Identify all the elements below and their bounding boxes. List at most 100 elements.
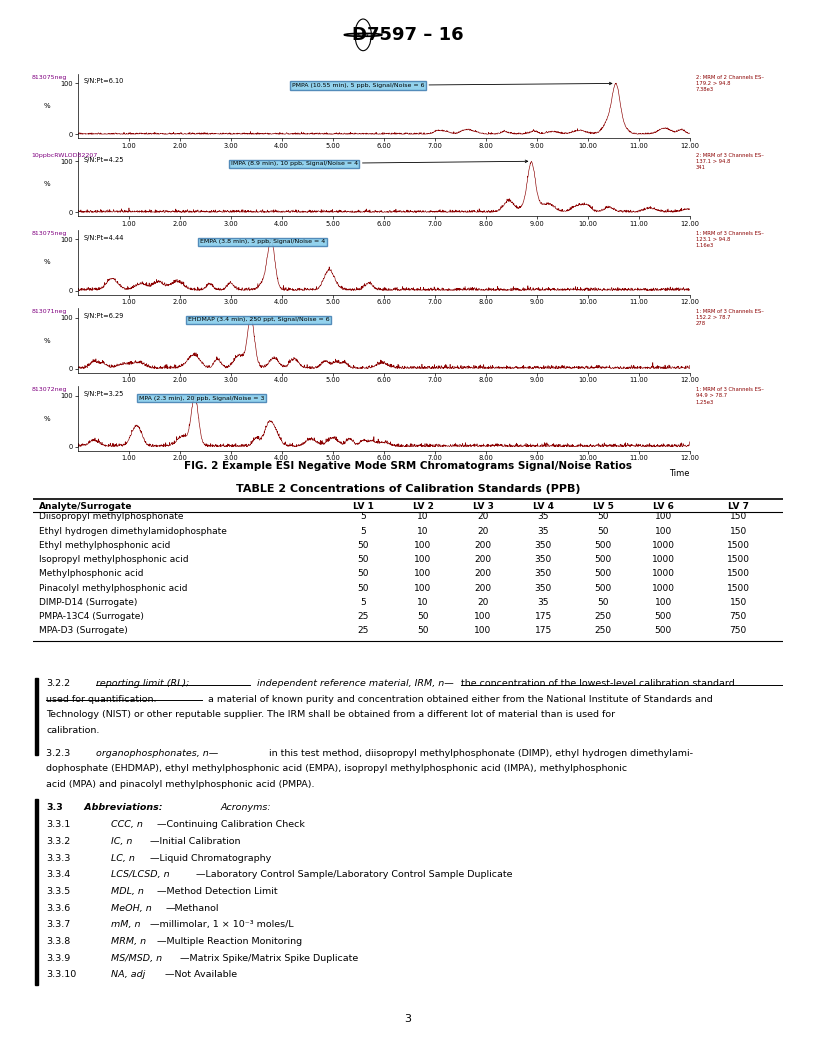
Text: Abbreviations:: Abbreviations: — [82, 803, 163, 812]
Text: 50: 50 — [357, 569, 369, 579]
Text: 25: 25 — [357, 612, 369, 621]
Text: 3.3.5: 3.3.5 — [47, 887, 70, 897]
Text: 3.3.7: 3.3.7 — [47, 921, 70, 929]
Text: LV 1: LV 1 — [353, 502, 374, 511]
Text: 500: 500 — [595, 541, 612, 550]
Text: EMPA (3.8 min), 5 ppb, Signal/Noise = 4: EMPA (3.8 min), 5 ppb, Signal/Noise = 4 — [200, 240, 325, 244]
Text: 1000: 1000 — [652, 569, 675, 579]
Text: PMPA-13C4 (Surrogate): PMPA-13C4 (Surrogate) — [38, 612, 144, 621]
Text: 50: 50 — [597, 512, 609, 522]
Text: organophosphonates, n—: organophosphonates, n— — [96, 749, 219, 758]
Text: Acronyms:: Acronyms: — [220, 803, 271, 812]
Text: 50: 50 — [357, 555, 369, 564]
Text: LV 3: LV 3 — [472, 502, 494, 511]
Text: %: % — [43, 260, 51, 265]
Text: 1000: 1000 — [652, 541, 675, 550]
Text: calibration.: calibration. — [47, 725, 100, 735]
Text: EHDMAP (3.4 min), 250 ppt, Signal/Noise = 6: EHDMAP (3.4 min), 250 ppt, Signal/Noise … — [188, 318, 330, 322]
Text: 1500: 1500 — [727, 541, 750, 550]
Text: 3.3.1: 3.3.1 — [47, 821, 70, 830]
Text: 175: 175 — [534, 626, 552, 636]
Text: 20: 20 — [477, 598, 489, 607]
Text: 50: 50 — [417, 626, 428, 636]
Text: 20: 20 — [477, 527, 489, 535]
Text: in this test method, diisopropyl methylphosphonate (DIMP), ethyl hydrogen dimeth: in this test method, diisopropyl methylp… — [269, 749, 693, 758]
Text: mM, n: mM, n — [112, 921, 141, 929]
Text: FIG. 2 Example ESI Negative Mode SRM Chromatograms Signal/Noise Ratios: FIG. 2 Example ESI Negative Mode SRM Chr… — [184, 460, 632, 471]
Text: 3: 3 — [405, 1014, 411, 1023]
Text: 100: 100 — [474, 626, 492, 636]
Text: 100: 100 — [654, 527, 672, 535]
Text: Diisopropyl methylphosphonate: Diisopropyl methylphosphonate — [38, 512, 183, 522]
Text: S/N:Pt=6.10: S/N:Pt=6.10 — [83, 78, 124, 84]
Text: 813075neg: 813075neg — [32, 231, 67, 235]
Text: 35: 35 — [538, 527, 549, 535]
Text: NA, adj: NA, adj — [112, 970, 146, 979]
Text: 50: 50 — [597, 527, 609, 535]
Text: MDL, n: MDL, n — [112, 887, 144, 897]
Text: independent reference material, IRM, n—: independent reference material, IRM, n— — [254, 679, 454, 689]
Text: 350: 350 — [534, 569, 552, 579]
Text: 3.3.10: 3.3.10 — [47, 970, 77, 979]
Text: acid (MPA) and pinacolyl methylphosphonic acid (PMPA).: acid (MPA) and pinacolyl methylphosphoni… — [47, 779, 315, 789]
Text: 5: 5 — [360, 527, 366, 535]
Text: 10: 10 — [417, 512, 428, 522]
Text: 3.3.8: 3.3.8 — [47, 937, 70, 946]
Text: 500: 500 — [654, 626, 672, 636]
Bar — [35, 799, 38, 985]
Text: 200: 200 — [475, 555, 491, 564]
Text: 500: 500 — [654, 612, 672, 621]
Text: 350: 350 — [534, 555, 552, 564]
Text: 100: 100 — [415, 541, 432, 550]
Text: 5: 5 — [360, 512, 366, 522]
Text: 350: 350 — [534, 541, 552, 550]
Text: 50: 50 — [597, 598, 609, 607]
Text: 20: 20 — [477, 512, 489, 522]
Text: 750: 750 — [730, 612, 747, 621]
Text: LV 6: LV 6 — [653, 502, 674, 511]
Text: %: % — [43, 182, 51, 187]
Text: 35: 35 — [538, 512, 549, 522]
Text: 1: MRM of 3 Channels ES–
152.2 > 78.7
278: 1: MRM of 3 Channels ES– 152.2 > 78.7 27… — [695, 309, 764, 326]
Text: Ethyl methylphosphonic acid: Ethyl methylphosphonic acid — [38, 541, 170, 550]
Text: —Multiple Reaction Monitoring: —Multiple Reaction Monitoring — [157, 937, 303, 946]
Text: 1: MRM of 3 Channels ES–
94.9 > 78.7
1.25e3: 1: MRM of 3 Channels ES– 94.9 > 78.7 1.2… — [695, 388, 764, 404]
Text: —millimolar, 1 × 10⁻³ moles/L: —millimolar, 1 × 10⁻³ moles/L — [150, 921, 294, 929]
Text: —Continuing Calibration Check: —Continuing Calibration Check — [157, 821, 305, 830]
Text: CCC, n: CCC, n — [112, 821, 144, 830]
Text: —Methanol: —Methanol — [165, 904, 219, 912]
Text: 250: 250 — [595, 626, 612, 636]
Text: —Initial Calibration: —Initial Calibration — [150, 837, 240, 846]
Text: 3.2.3: 3.2.3 — [47, 749, 77, 758]
Text: 175: 175 — [534, 612, 552, 621]
Text: DIMP-D14 (Surrogate): DIMP-D14 (Surrogate) — [38, 598, 137, 607]
Text: 100: 100 — [415, 569, 432, 579]
Text: 3.3.6: 3.3.6 — [47, 904, 70, 912]
Text: —Liquid Chromatography: —Liquid Chromatography — [150, 854, 271, 863]
Text: 10ppbcRWLOD82207: 10ppbcRWLOD82207 — [32, 153, 98, 157]
Text: S/N:Pt=4.44: S/N:Pt=4.44 — [83, 234, 124, 241]
Text: —Matrix Spike/Matrix Spike Duplicate: —Matrix Spike/Matrix Spike Duplicate — [180, 954, 358, 963]
Text: 3.3: 3.3 — [47, 803, 63, 812]
Text: Methylphosphonic acid: Methylphosphonic acid — [38, 569, 143, 579]
Text: S/N:Pt=6.29: S/N:Pt=6.29 — [83, 313, 124, 319]
Text: 150: 150 — [730, 527, 747, 535]
Text: MPA-D3 (Surrogate): MPA-D3 (Surrogate) — [38, 626, 127, 636]
Text: 100: 100 — [654, 512, 672, 522]
Text: %: % — [43, 103, 51, 109]
Text: D7597 – 16: D7597 – 16 — [353, 25, 463, 44]
Text: 500: 500 — [595, 569, 612, 579]
Text: 813072neg: 813072neg — [32, 388, 67, 392]
Text: LV 5: LV 5 — [592, 502, 614, 511]
Text: 200: 200 — [475, 541, 491, 550]
Text: 50: 50 — [417, 612, 428, 621]
Text: 3.2.2: 3.2.2 — [47, 679, 70, 689]
Text: the concentration of the lowest-level calibration standard: the concentration of the lowest-level ca… — [460, 679, 734, 689]
Text: 1500: 1500 — [727, 569, 750, 579]
Text: reporting limit (RL);: reporting limit (RL); — [96, 679, 190, 689]
Text: LV 4: LV 4 — [533, 502, 553, 511]
Text: —Laboratory Control Sample/Laboratory Control Sample Duplicate: —Laboratory Control Sample/Laboratory Co… — [196, 870, 512, 880]
Text: 200: 200 — [475, 584, 491, 592]
Text: 50: 50 — [357, 541, 369, 550]
Text: IC, n: IC, n — [112, 837, 133, 846]
